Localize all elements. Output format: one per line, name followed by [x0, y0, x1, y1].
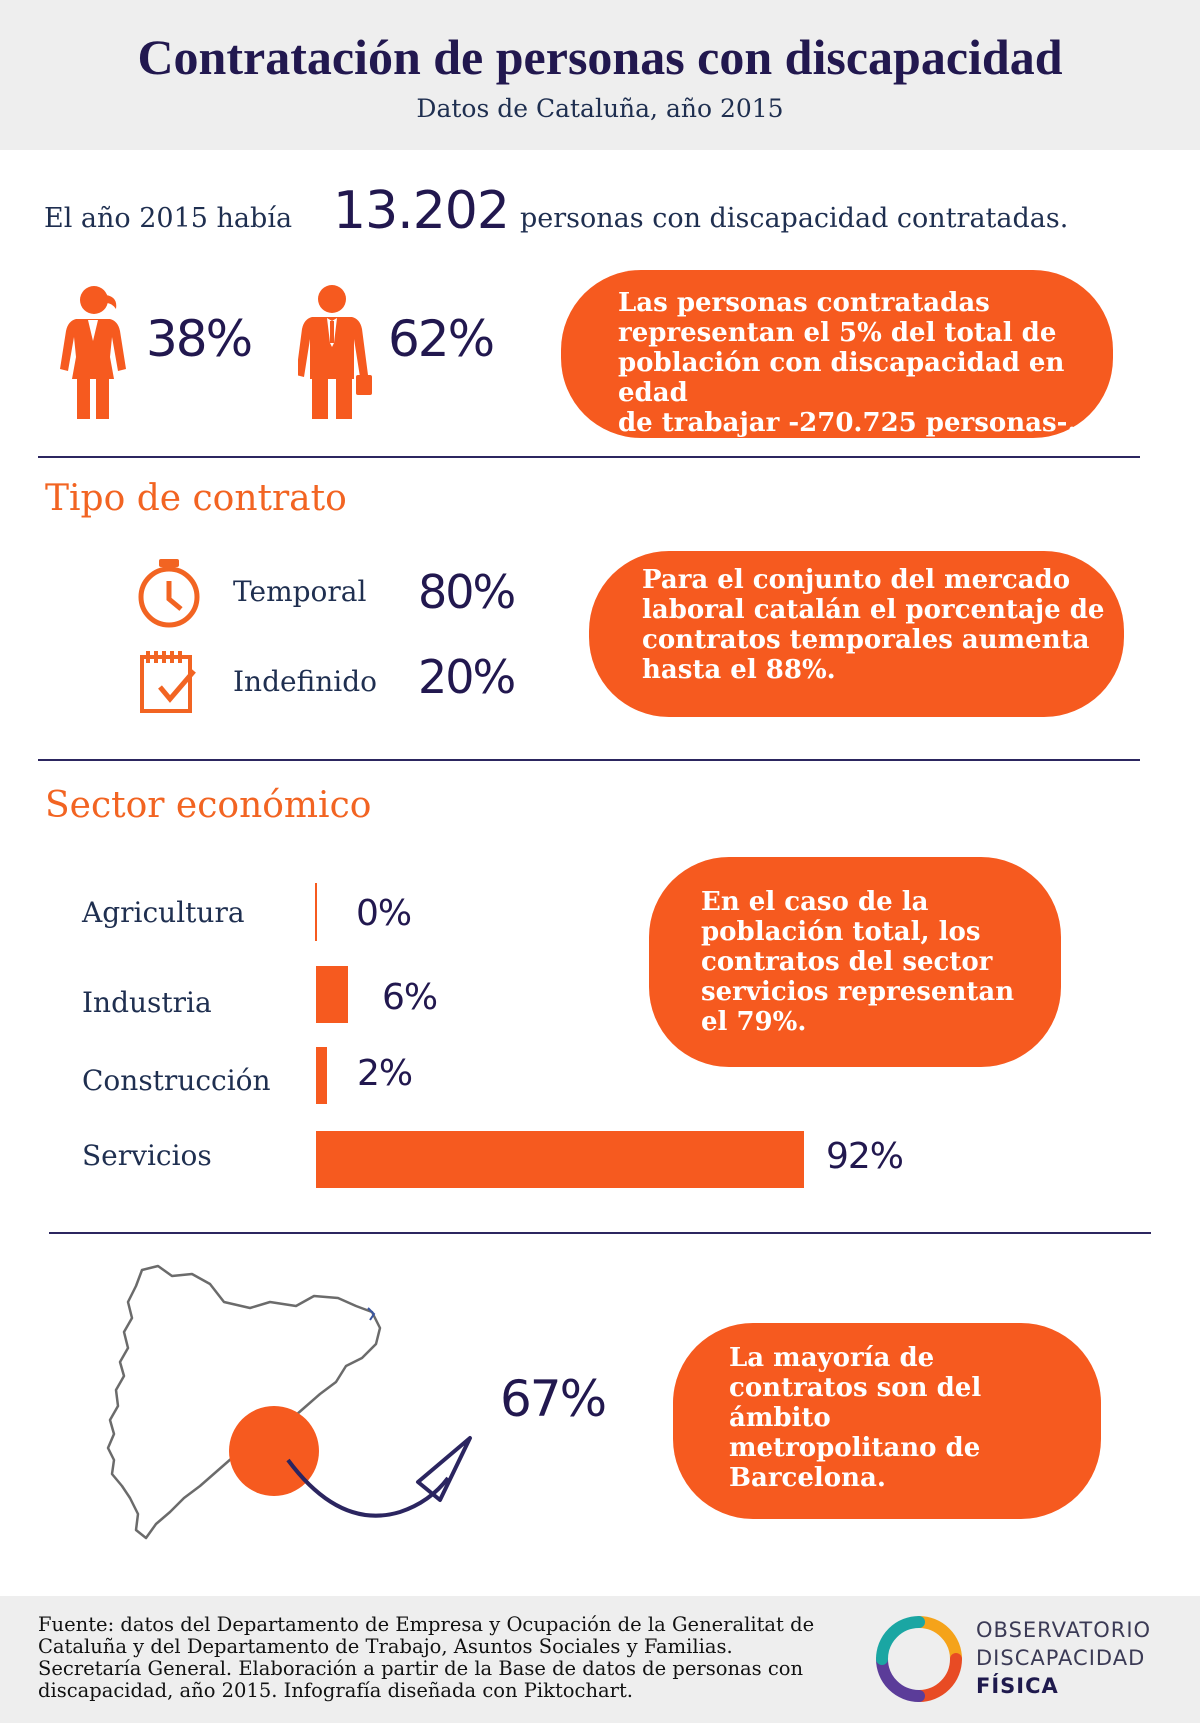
divider [38, 759, 1140, 761]
calendar-check-icon [140, 651, 196, 713]
contract-value-temporal: 80% [418, 565, 516, 619]
category-label: Servicios [82, 1139, 212, 1172]
callout-region: La mayoría de contratos son del ámbito m… [673, 1323, 1101, 1519]
callout-sector: En el caso de la población total, los co… [649, 857, 1061, 1067]
bar [316, 1131, 804, 1188]
footer: Fuente: datos del Departamento de Empres… [0, 1596, 1200, 1723]
bar [316, 966, 348, 1023]
category-label: Construcción [82, 1064, 271, 1097]
category-label: Agricultura [82, 896, 245, 929]
observatorio-logo-icon [876, 1616, 962, 1702]
logo-line-2: DISCAPACIDAD [976, 1646, 1146, 1670]
men-percentage: 62% [388, 310, 495, 368]
intro-after: personas con discapacidad contratadas. [520, 203, 1069, 234]
total-contracted: 13.202 [333, 181, 510, 241]
data-label: 6% [382, 977, 438, 1018]
intro-before: El año 2015 había [44, 203, 293, 234]
bar [316, 1047, 327, 1104]
sector-bar-chart: Agricultura Industria Construcción Servi… [82, 883, 904, 1188]
section-title-sector: Sector económico [45, 785, 372, 826]
page-subtitle: Datos de Cataluña, año 2015 [416, 94, 784, 123]
divider [38, 456, 1140, 458]
logo-line-1: OBSERVATORIO [976, 1618, 1152, 1642]
data-label: 92% [826, 1136, 904, 1177]
contract-value-indefinido: 20% [418, 650, 516, 704]
arrow-icon [286, 1436, 472, 1518]
data-label: 2% [357, 1053, 413, 1094]
woman-icon [60, 286, 126, 419]
category-label: Industria [82, 986, 212, 1019]
women-percentage: 38% [146, 310, 253, 368]
section-title-contract: Tipo de contrato [45, 478, 347, 519]
divider [49, 1232, 1151, 1234]
bar [315, 883, 317, 941]
callout-population: Las personas contratadas representan el … [561, 270, 1113, 438]
data-label: 0% [356, 893, 412, 934]
header: Contratación de personas con discapacida… [0, 0, 1200, 150]
contract-label-indefinido: Indefinido [233, 665, 378, 698]
metropolitan-percentage: 67% [500, 1370, 607, 1428]
callout-contract: Para el conjunto del mercado laboral cat… [589, 551, 1124, 717]
man-icon [298, 285, 372, 419]
contract-label-temporal: Temporal [233, 575, 367, 608]
catalonia-map [106, 1264, 382, 1540]
page-title: Contratación de personas con discapacida… [137, 29, 1063, 85]
logo-line-3: FÍSICA [976, 1674, 1059, 1698]
stopwatch-icon [138, 559, 200, 628]
source-note: Fuente: datos del Departamento de Empres… [38, 1613, 815, 1702]
